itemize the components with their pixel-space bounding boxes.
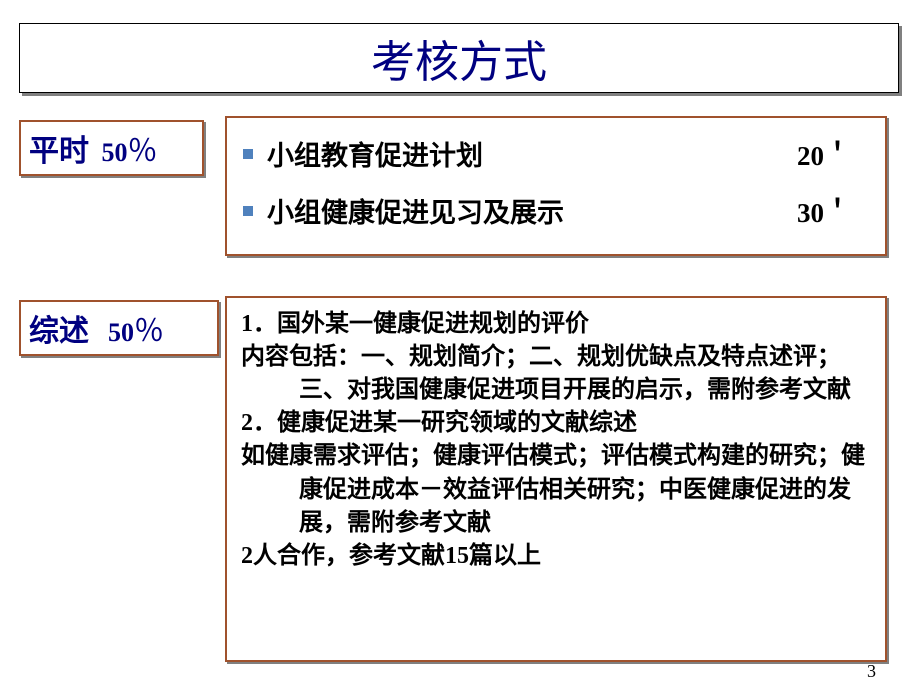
label-usual-num: 50	[95, 138, 128, 168]
list-item: 小组健康促进见习及展示 30＇	[243, 191, 871, 230]
label-review-cn: 综述	[29, 306, 89, 350]
page-number: 3	[867, 661, 876, 682]
para-line: 1．国外某一健康促进规划的评价	[241, 308, 871, 341]
label-review: 综述 50 ％	[19, 300, 219, 356]
item-text: 小组教育促进计划	[267, 134, 797, 173]
label-usual-pct: ％	[128, 126, 158, 170]
label-review-pct: ％	[134, 306, 164, 350]
bullet-icon	[243, 206, 253, 216]
bullet-icon	[243, 149, 253, 159]
content-box-review: 1．国外某一健康促进规划的评价 内容包括：一、规划简介；二、规划优缺点及特点述评…	[225, 296, 887, 662]
page-title: 考核方式	[371, 26, 547, 90]
item-text: 小组健康促进见习及展示	[267, 191, 797, 230]
list-item: 小组教育促进计划 20＇	[243, 134, 871, 173]
label-review-num: 50	[95, 318, 134, 348]
label-usual-cn: 平时	[29, 126, 89, 170]
title-box: 考核方式	[19, 23, 899, 93]
item-score: 20＇	[797, 134, 851, 173]
para-line: 2人合作，参考文献15篇以上	[241, 540, 871, 573]
para-line: 如健康需求评估；健康评估模式；评估模式构建的研究；健康促进成本－效益评估相关研究…	[241, 440, 871, 539]
label-usual: 平时 50 ％	[19, 120, 204, 176]
para-line: 内容包括：一、规划简介；二、规划优缺点及特点述评；三、对我国健康促进项目开展的启…	[241, 341, 871, 407]
content-box-usual: 小组教育促进计划 20＇ 小组健康促进见习及展示 30＇	[225, 116, 887, 256]
item-score: 30＇	[797, 191, 851, 230]
para-line: 2．健康促进某一研究领域的文献综述	[241, 407, 871, 440]
